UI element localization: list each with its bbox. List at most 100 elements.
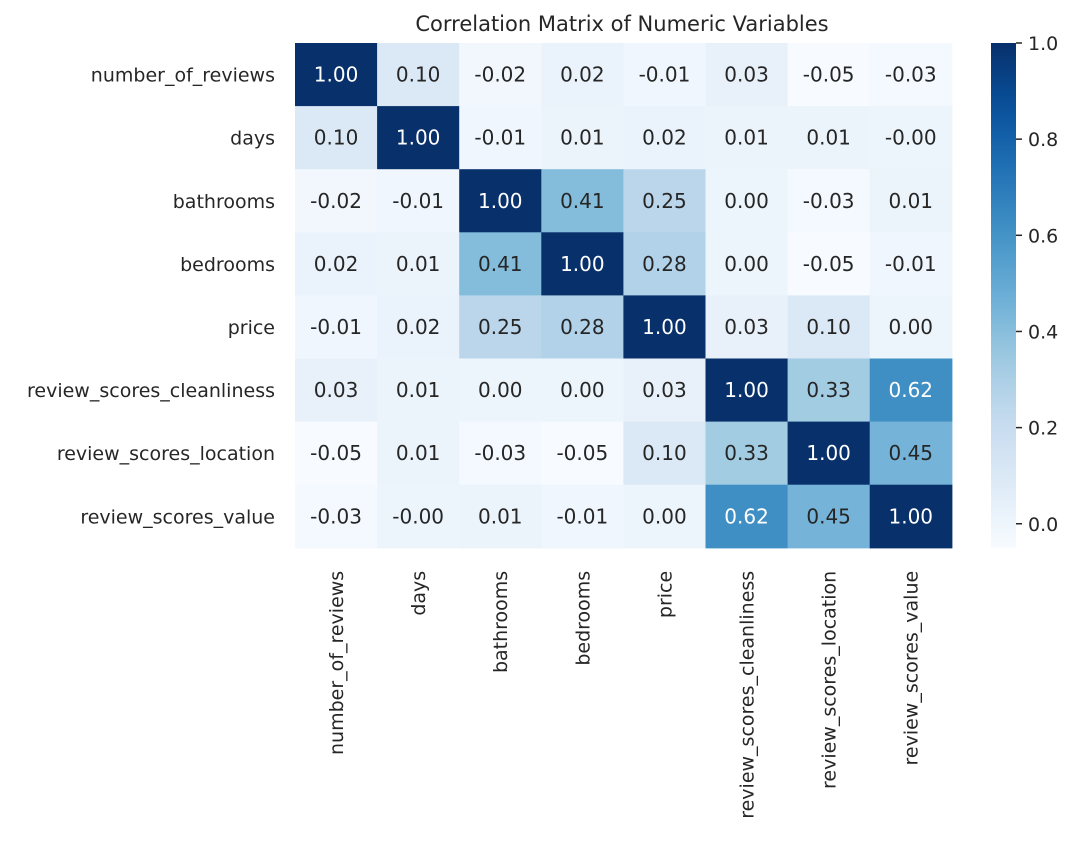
heatmap-cell-annotations: 1.00 0.10 -0.02 0.02 -0.01 0.03 -0.05 -0.03 0.10… — [310, 63, 936, 529]
colorbar-tick-label: 0.8 — [1028, 129, 1058, 151]
heatmap-cell — [623, 358, 707, 423]
y-tick-label: bedrooms — [180, 254, 275, 276]
cell-value-label: 0.02 — [314, 252, 359, 276]
cell-value-label: 0.00 — [724, 189, 769, 213]
cell-value-label: -0.01 — [885, 252, 937, 276]
heatmap-cell — [459, 106, 542, 170]
heatmap-cell — [623, 169, 707, 233]
cell-value-label: 0.02 — [642, 126, 687, 150]
heatmap-cell — [705, 169, 789, 233]
cell-value-label: -0.01 — [474, 126, 526, 150]
cell-value-label: 0.03 — [314, 378, 359, 402]
heatmap-cell — [377, 43, 460, 107]
y-tick-label: review_scores_value — [80, 506, 275, 528]
y-tick-label: days — [230, 128, 275, 150]
heatmap-cell — [623, 106, 707, 170]
y-tick-label: number_of_reviews — [91, 65, 275, 87]
cell-value-label: 0.10 — [806, 315, 851, 339]
heatmap-cell — [787, 43, 871, 107]
cell-value-label: 1.00 — [478, 189, 523, 213]
cell-value-label: -0.05 — [803, 252, 855, 276]
cell-value-label: 1.00 — [724, 378, 769, 402]
x-tick-label: number_of_reviews — [326, 571, 348, 755]
colorbar: 0.0 0.2 0.4 0.6 0.8 1.0 — [991, 33, 1058, 548]
heatmap-cell — [705, 421, 789, 486]
cell-value-label: 0.33 — [806, 378, 851, 402]
heatmap-cell — [541, 484, 624, 549]
heatmap-cell — [623, 484, 707, 549]
y-tick-label: bathrooms — [173, 191, 275, 213]
cell-value-label: 0.03 — [724, 315, 769, 339]
colorbar-tick-label: 1.0 — [1028, 33, 1058, 55]
cell-value-label: 1.00 — [314, 63, 359, 87]
heatmap-cell — [377, 421, 460, 486]
cell-value-label: 0.41 — [560, 189, 605, 213]
colorbar-tick-label: 0.0 — [1028, 514, 1058, 536]
cell-value-label: 1.00 — [396, 126, 441, 150]
x-tick-label: bathrooms — [490, 571, 512, 673]
cell-value-label: -0.05 — [310, 441, 362, 465]
cell-value-label: 0.01 — [560, 126, 605, 150]
heatmap-cell — [541, 232, 624, 296]
heatmap-cell — [295, 295, 378, 360]
cell-value-label: -0.00 — [885, 126, 937, 150]
cell-value-label: 0.00 — [642, 504, 687, 528]
cell-value-label: -0.02 — [310, 189, 362, 213]
heatmap-cell — [869, 295, 953, 360]
cell-value-label: 0.25 — [642, 189, 687, 213]
heatmap-cell — [787, 106, 871, 170]
heatmap-cell — [705, 484, 789, 549]
cell-value-label: 0.00 — [724, 252, 769, 276]
y-tick-label: review_scores_location — [57, 443, 275, 465]
heatmap-cell — [787, 232, 871, 296]
chart-title: Correlation Matrix of Numeric Variables — [415, 12, 828, 36]
heatmap-cell — [377, 169, 460, 233]
heatmap-cell — [623, 43, 707, 107]
heatmap-cell — [459, 484, 542, 549]
cell-value-label: 0.25 — [478, 315, 523, 339]
colorbar-tick-label: 0.4 — [1028, 321, 1058, 343]
cell-value-label: 0.00 — [888, 315, 933, 339]
heatmap-cell — [377, 358, 460, 423]
heatmap-cell — [787, 484, 871, 549]
cell-value-label: -0.02 — [474, 63, 526, 87]
heatmap-cell — [459, 169, 542, 233]
cell-value-label: 0.62 — [888, 378, 933, 402]
x-tick-label: review_scores_value — [901, 571, 923, 766]
colorbar-gradient — [991, 43, 1016, 548]
heatmap-cell — [869, 232, 953, 296]
cell-value-label: -0.01 — [392, 189, 444, 213]
cell-value-label: -0.01 — [639, 63, 691, 87]
cell-value-label: 0.01 — [396, 441, 441, 465]
heatmap-cell — [377, 232, 460, 296]
heatmap-cell — [541, 358, 624, 423]
y-tick-label: price — [228, 317, 275, 339]
cell-value-label: 0.33 — [724, 441, 769, 465]
heatmap-cell — [869, 169, 953, 233]
heatmap-cell — [295, 484, 378, 549]
cell-value-label: -0.05 — [556, 441, 608, 465]
heatmap-cell — [295, 106, 378, 170]
heatmap-cell — [459, 421, 542, 486]
heatmap-cells — [295, 43, 953, 549]
heatmap-cell — [787, 169, 871, 233]
cell-value-label: 0.01 — [888, 189, 933, 213]
heatmap-cell — [705, 43, 789, 107]
cell-value-label: -0.00 — [392, 504, 444, 528]
cell-value-label: 0.03 — [642, 378, 687, 402]
heatmap-cell — [295, 43, 378, 107]
heatmap-cell — [541, 43, 624, 107]
heatmap-cell — [623, 421, 707, 486]
x-tick-label: price — [654, 571, 676, 618]
cell-value-label: 0.10 — [314, 126, 359, 150]
cell-value-label: 0.28 — [560, 315, 605, 339]
cell-value-label: -0.03 — [885, 63, 937, 87]
cell-value-label: 1.00 — [806, 441, 851, 465]
cell-value-label: 0.10 — [642, 441, 687, 465]
cell-value-label: -0.01 — [310, 315, 362, 339]
heatmap-cell — [869, 484, 953, 549]
cell-value-label: 0.01 — [806, 126, 851, 150]
x-tick-label: days — [408, 571, 430, 616]
